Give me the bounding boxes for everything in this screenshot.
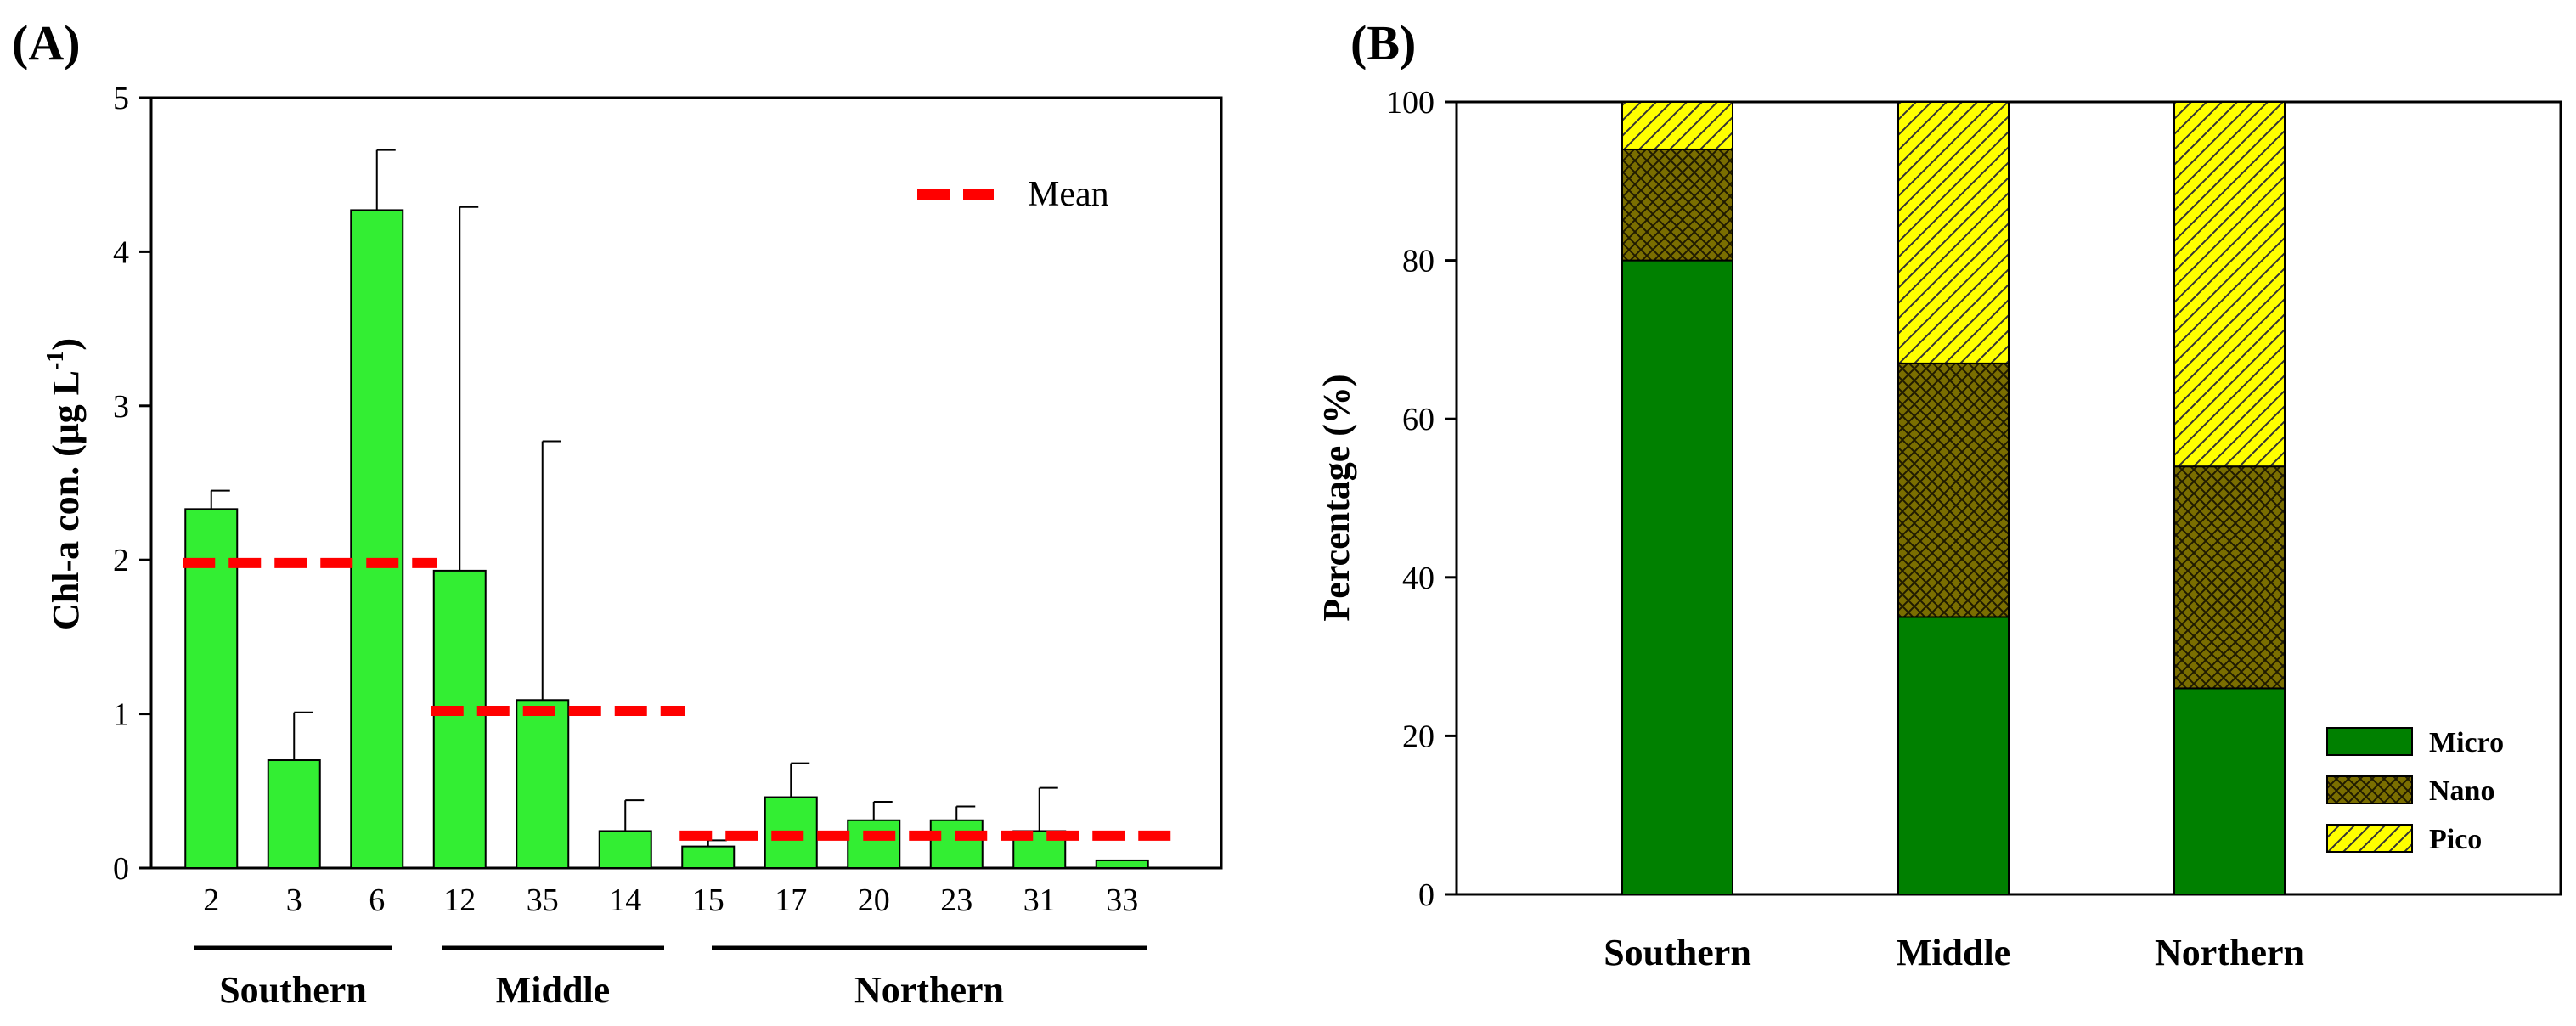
legend-swatch-nano [2326, 775, 2413, 804]
stacked-segment-nano [1897, 362, 2010, 618]
panel-b-y-axis: 0 20 40 60 80 100 [1386, 85, 1457, 913]
x-tick-label: 33 [1106, 882, 1138, 918]
bar [847, 819, 901, 869]
x-tick-label: 12 [443, 882, 476, 918]
x-tick-label: 3 [286, 882, 302, 918]
x-tick-label: 14 [609, 882, 641, 918]
x-tick-label: 2 [203, 882, 219, 918]
bar [516, 699, 570, 869]
bar [929, 819, 984, 869]
y-tick-label: 80 [1402, 244, 1435, 279]
legend-label-pico: Pico [2429, 824, 2482, 855]
stacked-segment-pico [1897, 101, 2010, 364]
stacked-segment-pico [1621, 101, 1733, 150]
y-tick-label: 0 [113, 851, 129, 887]
panel-a-bars [184, 149, 1149, 870]
x-category-label: Northern [2155, 932, 2304, 973]
panel-a-y-axis-title: Chl-a con. (μg L-1) [42, 338, 87, 630]
y-tick-label: 20 [1402, 719, 1435, 754]
panel-b-legend: Micro Nano Pico [2303, 712, 2555, 890]
x-tick-label: 17 [775, 882, 807, 918]
panel-b-stacked-bars [1621, 101, 2286, 896]
y-tick-label: 4 [113, 234, 129, 270]
bar [267, 759, 321, 870]
y-tick-label: 1 [113, 697, 129, 733]
panel-a-mean-lines [183, 557, 1182, 841]
y-tick-label: 40 [1402, 561, 1435, 596]
x-tick-label: 35 [527, 882, 559, 918]
x-tick-label: 15 [692, 882, 724, 918]
bar [350, 209, 404, 869]
stacked-segment-nano [1621, 148, 1733, 262]
y-tick-label: 2 [113, 543, 129, 578]
y-tick-label: 60 [1402, 402, 1435, 437]
panel-a-y-axis: 0 1 2 3 4 5 [113, 81, 151, 887]
y-tick-label: 3 [113, 389, 129, 425]
panel-b-label: (B) [1350, 15, 1416, 70]
stacked-segment-micro [2173, 687, 2286, 895]
stacked-segment-nano [2173, 465, 2286, 690]
x-tick-label: 20 [858, 882, 890, 918]
panel-a-group-labels: Southern Middle Northern [194, 945, 1147, 1011]
x-tick-label: 6 [369, 882, 385, 918]
bar [1095, 859, 1149, 869]
legend-mean-label: Mean [1028, 175, 1109, 214]
legend-label-micro: Micro [2429, 727, 2504, 758]
panel-b-x-axis: Southern Middle Northern [1604, 932, 2304, 973]
stacked-segment-micro [1897, 616, 2010, 895]
y-tick-label: 100 [1386, 85, 1435, 121]
bar [598, 830, 652, 869]
panel-b-y-axis-title: Percentage (%) [1316, 374, 1357, 621]
stacked-segment-micro [1621, 259, 1733, 896]
group-label: Middle [496, 969, 610, 1011]
group-label: Southern [219, 969, 367, 1011]
panel-a-label: (A) [12, 15, 81, 70]
x-category-label: Southern [1604, 932, 1751, 973]
x-tick-label: 23 [940, 882, 972, 918]
bar [432, 569, 487, 869]
panel-a-x-axis: 2 3 6 12 35 14 15 17 20 23 31 33 [203, 882, 1138, 918]
legend-swatch-micro [2326, 727, 2413, 756]
legend-swatch-pico [2326, 824, 2413, 853]
bar [681, 845, 736, 870]
group-label: Northern [854, 969, 1004, 1011]
x-category-label: Middle [1897, 932, 2010, 973]
x-tick-label: 31 [1023, 882, 1056, 918]
stacked-segment-pico [2173, 101, 2286, 468]
legend-label-nano: Nano [2429, 775, 2494, 807]
panel-a-legend: Mean [917, 175, 1109, 214]
y-tick-label: 5 [113, 81, 129, 116]
y-tick-label: 0 [1418, 877, 1435, 913]
